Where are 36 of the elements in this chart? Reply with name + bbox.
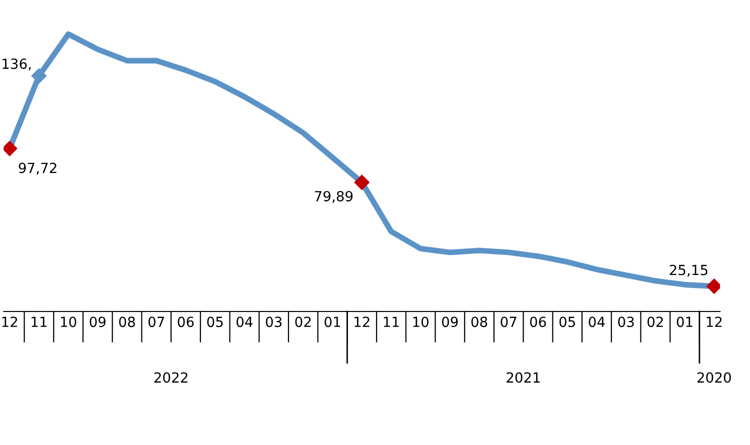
point bbox=[706, 278, 720, 294]
x-tick-label: 06 bbox=[530, 316, 546, 328]
x-tick-label: 09 bbox=[90, 316, 106, 328]
x-tick-label: 03 bbox=[266, 316, 282, 328]
x-tick-label: 02 bbox=[295, 316, 311, 328]
text: 2021 bbox=[506, 372, 540, 383]
x-tick-label: 08 bbox=[119, 316, 135, 328]
x-tick-label: 01 bbox=[324, 316, 340, 328]
x-tick-label: 12 bbox=[354, 316, 370, 327]
point bbox=[31, 68, 47, 84]
x-tick-label: 07 bbox=[148, 316, 164, 328]
x-tick-label: 05 bbox=[207, 316, 223, 328]
x-tick-label: 12 bbox=[2, 316, 18, 327]
text: 2022 bbox=[154, 372, 188, 383]
x-tick-label: 10 bbox=[61, 316, 76, 328]
x-tick-label: 12 bbox=[706, 316, 722, 327]
x-tick-label: 09 bbox=[442, 316, 458, 328]
text: 2020 bbox=[697, 372, 731, 383]
x-tick-label: 04 bbox=[236, 316, 253, 328]
x-tick-label: 03 bbox=[618, 316, 634, 328]
x-tick-label: 10 bbox=[413, 316, 428, 328]
data-label: 79,89 bbox=[314, 190, 353, 203]
point bbox=[4, 140, 18, 156]
x-tick-label: 11 bbox=[384, 316, 399, 327]
data-label: 136, bbox=[2, 58, 31, 70]
x-tick-label: 02 bbox=[648, 316, 663, 328]
x-tick-label: 07 bbox=[500, 316, 516, 328]
data-label: 25,15 bbox=[670, 264, 708, 277]
x-tick-label: 06 bbox=[178, 316, 194, 328]
x-tick-label: 08 bbox=[471, 316, 488, 328]
x-tick-label: 04 bbox=[588, 316, 605, 328]
data-label: 97,72 bbox=[18, 162, 56, 175]
point bbox=[354, 174, 370, 190]
x-tick-label: 11 bbox=[32, 316, 47, 327]
x-tick-label: 05 bbox=[559, 316, 575, 328]
x-tick-label: 01 bbox=[676, 316, 692, 328]
